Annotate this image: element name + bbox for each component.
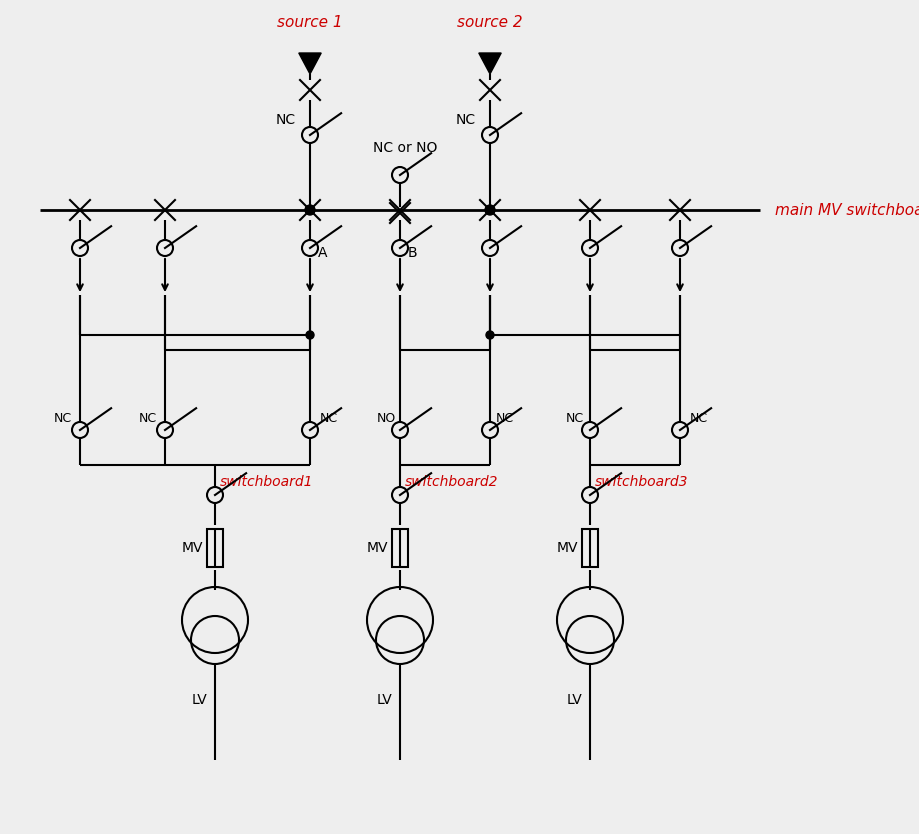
Text: source 1: source 1 <box>277 15 343 30</box>
Text: source 2: source 2 <box>457 15 522 30</box>
Text: B: B <box>407 246 417 260</box>
Circle shape <box>485 331 494 339</box>
Circle shape <box>484 205 494 215</box>
Text: main MV switchboard: main MV switchboard <box>774 203 919 218</box>
Text: NO: NO <box>377 411 395 425</box>
Text: NC: NC <box>276 113 296 127</box>
Text: switchboard2: switchboard2 <box>404 475 498 489</box>
Bar <box>207 529 222 566</box>
Text: A: A <box>318 246 327 260</box>
Text: NC or NO: NC or NO <box>372 141 437 155</box>
Text: NC: NC <box>139 411 157 425</box>
Text: LV: LV <box>191 693 207 707</box>
Text: NC: NC <box>565 411 584 425</box>
Circle shape <box>306 331 313 339</box>
Text: NC: NC <box>689 411 708 425</box>
Text: switchboard3: switchboard3 <box>595 475 687 489</box>
Text: NC: NC <box>456 113 475 127</box>
Polygon shape <box>478 53 501 74</box>
Text: MV: MV <box>556 540 577 555</box>
Text: switchboard1: switchboard1 <box>220 475 313 489</box>
Text: LV: LV <box>376 693 391 707</box>
Text: NC: NC <box>495 411 514 425</box>
Text: MV: MV <box>181 540 203 555</box>
Bar <box>582 529 597 566</box>
Text: LV: LV <box>565 693 582 707</box>
Polygon shape <box>299 53 321 74</box>
Circle shape <box>305 205 314 215</box>
Text: MV: MV <box>366 540 388 555</box>
Bar <box>391 529 407 566</box>
Text: NC: NC <box>54 411 72 425</box>
Text: NC: NC <box>320 411 338 425</box>
